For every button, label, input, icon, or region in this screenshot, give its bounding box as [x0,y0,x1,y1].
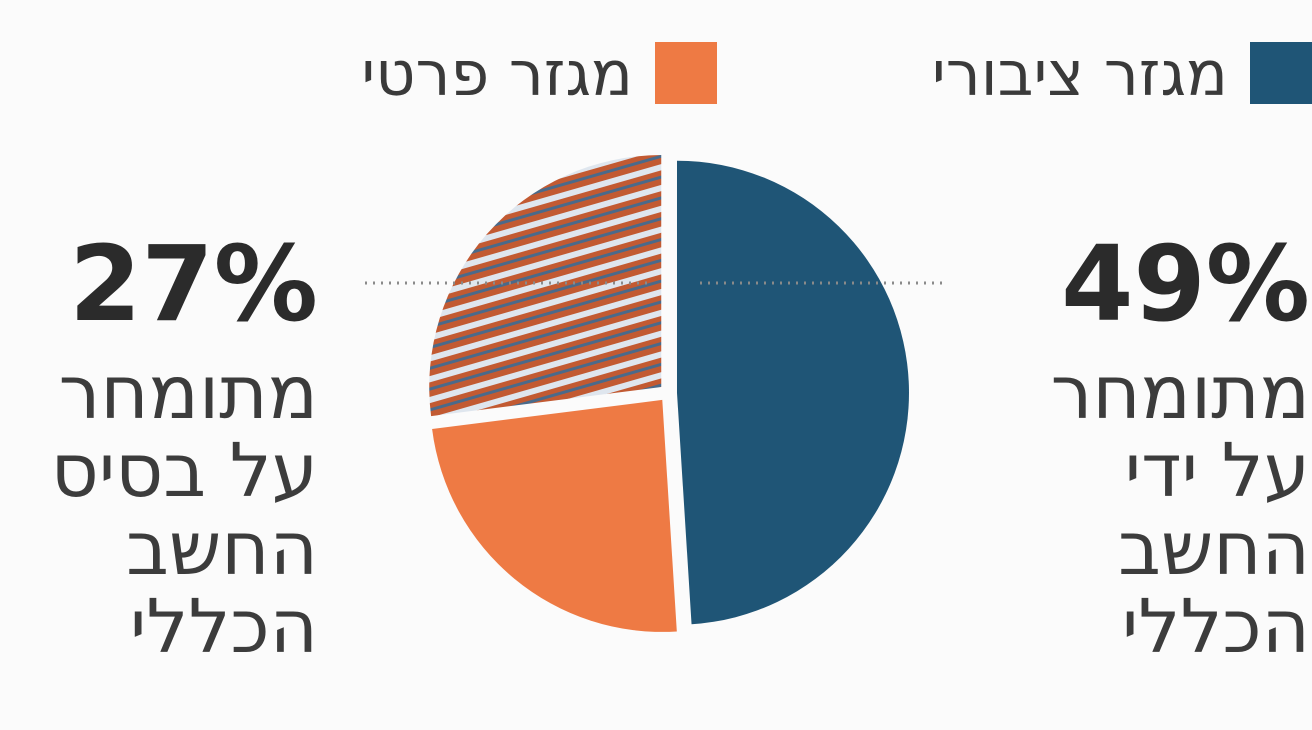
legend-label-public: מגזר ציבורי [931,36,1228,110]
callout-value-private: 27% [69,223,318,345]
callout-private: 27% מתומחר על בסיס החשב הכללי [18,228,318,666]
callout-description-public: מתומחר על ידי החשב הכללי [1050,350,1310,670]
legend-swatch-private [655,42,717,104]
legend-item-private: מגזר פרטי [361,28,717,118]
legend-swatch-public [1250,42,1312,104]
pie-slice-private-striped [429,155,662,417]
legend-label-private: מגזר פרטי [361,36,633,110]
pie-slice-public [676,160,909,625]
pie-slice-private-solid [432,399,677,632]
callout-value-public: 49% [1061,223,1310,345]
legend-item-public: מגזר ציבורי [932,28,1312,118]
callout-public: 49% מתומחר על ידי החשב הכללי [1010,228,1310,666]
pie-slices [429,155,909,632]
callout-description-private: מתומחר על בסיס החשב הכללי [50,350,318,670]
